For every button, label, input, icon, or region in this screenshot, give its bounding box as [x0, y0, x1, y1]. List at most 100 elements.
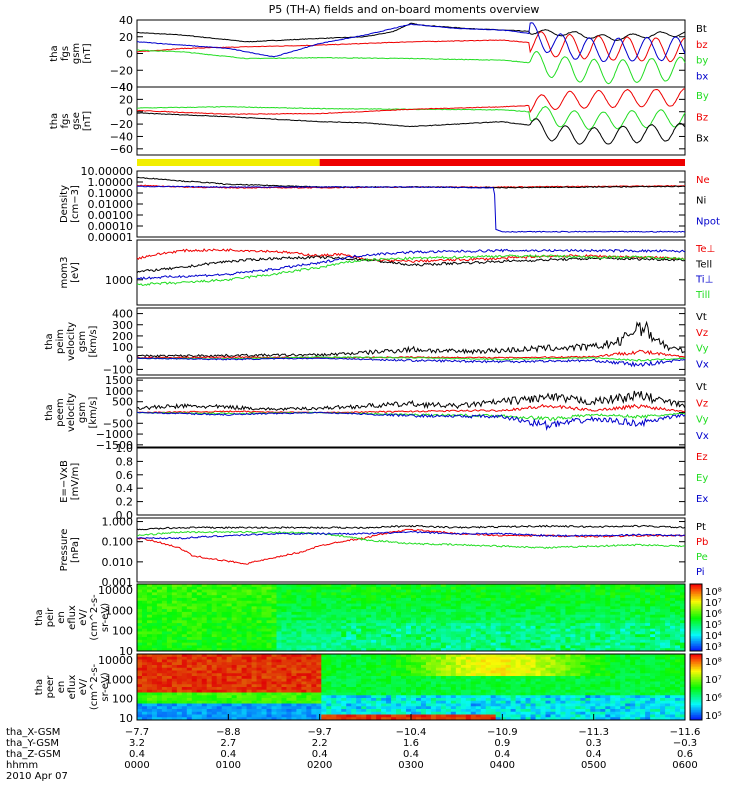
ylabel-line: gsm [77, 331, 88, 352]
heat-cell [351, 678, 357, 682]
heat-cell [356, 597, 362, 602]
heat-cell [266, 614, 273, 618]
heat-cell [376, 706, 382, 710]
heat-cell [391, 662, 397, 666]
heat-cell [455, 628, 462, 632]
heat-cell [221, 698, 228, 702]
heat-cell [386, 665, 392, 669]
heat-cell [540, 662, 547, 666]
heat-cell [156, 673, 163, 677]
legend-Bt: Bt [696, 24, 707, 35]
heat-cell [475, 625, 482, 630]
ytick-label: 0.6 [116, 469, 134, 482]
heat-cell [440, 611, 447, 616]
heat-cell [465, 698, 472, 702]
heat-cell [241, 684, 248, 688]
heat-cell [191, 609, 198, 613]
heat-cell [680, 620, 686, 624]
heat-cell [485, 687, 492, 691]
heat-cell [415, 631, 422, 635]
heat-cell [191, 703, 198, 707]
heat-cell [316, 678, 322, 682]
heat-cell [515, 600, 522, 605]
heat-cell [221, 684, 228, 688]
heat-cell [346, 600, 352, 605]
heat-cell [535, 614, 542, 618]
heat-cell [625, 603, 631, 607]
heat-cell [590, 634, 596, 638]
heat-cell [450, 667, 457, 671]
heat-cell [366, 584, 372, 588]
heat-cell [271, 692, 277, 696]
heat-cell [381, 717, 387, 721]
heat-cell [520, 709, 527, 713]
heat-cell [176, 714, 183, 718]
heat-cell [211, 639, 218, 644]
heat-cell [311, 656, 317, 660]
heat-cell [401, 645, 407, 649]
heat-cell [475, 695, 482, 699]
heat-cell [555, 586, 561, 591]
heat-cell [485, 709, 492, 713]
heat-cell [585, 639, 591, 644]
heat-cell [151, 589, 158, 593]
heat-cell [196, 634, 203, 638]
legend-Pb: Pb [696, 537, 708, 548]
heat-cell [221, 592, 228, 596]
heat-cell [660, 606, 666, 610]
heat-cell [650, 634, 656, 638]
heat-cell [396, 637, 402, 641]
heat-cell [311, 662, 317, 666]
heat-cell [356, 714, 362, 718]
heat-cell [206, 617, 213, 621]
heat-cell [595, 597, 601, 602]
heat-cell [406, 711, 412, 715]
heat-cell [171, 620, 178, 624]
heat-cell [146, 709, 153, 713]
ytick-label: 0 [126, 352, 133, 365]
heat-cell [321, 695, 327, 699]
heat-cell [241, 603, 248, 607]
heat-cell [226, 665, 233, 669]
heat-cell [256, 623, 263, 627]
heat-cell [176, 634, 183, 638]
heat-cell [271, 700, 277, 704]
heat-cell [356, 667, 362, 671]
heat-cell [156, 606, 163, 610]
heat-cell [286, 603, 292, 607]
mode-segment [319, 159, 685, 166]
heat-cell [415, 659, 422, 663]
heat-cell [565, 639, 571, 644]
heat-cell [660, 603, 666, 607]
heat-cell [306, 606, 312, 610]
heat-cell [490, 689, 497, 693]
heat-cell [391, 642, 397, 646]
heat-cell [520, 670, 527, 674]
heat-cell [171, 628, 178, 632]
heat-cell [600, 584, 606, 588]
heat-cell [560, 617, 566, 621]
heat-cell [281, 670, 287, 674]
heat-cell [555, 617, 561, 621]
heat-cell [535, 678, 542, 682]
heat-cell [251, 606, 258, 610]
heat-cell [500, 600, 507, 605]
heat-cell [281, 611, 287, 616]
heat-cell [186, 586, 193, 591]
heat-cell [396, 586, 402, 591]
heat-cell [146, 628, 153, 632]
heat-cell [336, 611, 342, 616]
heat-cell [281, 711, 287, 715]
heat-cell [445, 656, 452, 660]
heat-cell [371, 639, 377, 644]
heat-cell [415, 687, 422, 691]
heat-cell [331, 673, 337, 677]
heat-cell [271, 631, 277, 635]
heat-cell [610, 648, 616, 652]
heat-cell [306, 645, 312, 649]
heat-cell [415, 609, 422, 613]
heat-cell [605, 628, 611, 632]
heat-cell [510, 703, 517, 707]
legend-by: by [696, 56, 708, 67]
heat-cell [346, 637, 352, 641]
